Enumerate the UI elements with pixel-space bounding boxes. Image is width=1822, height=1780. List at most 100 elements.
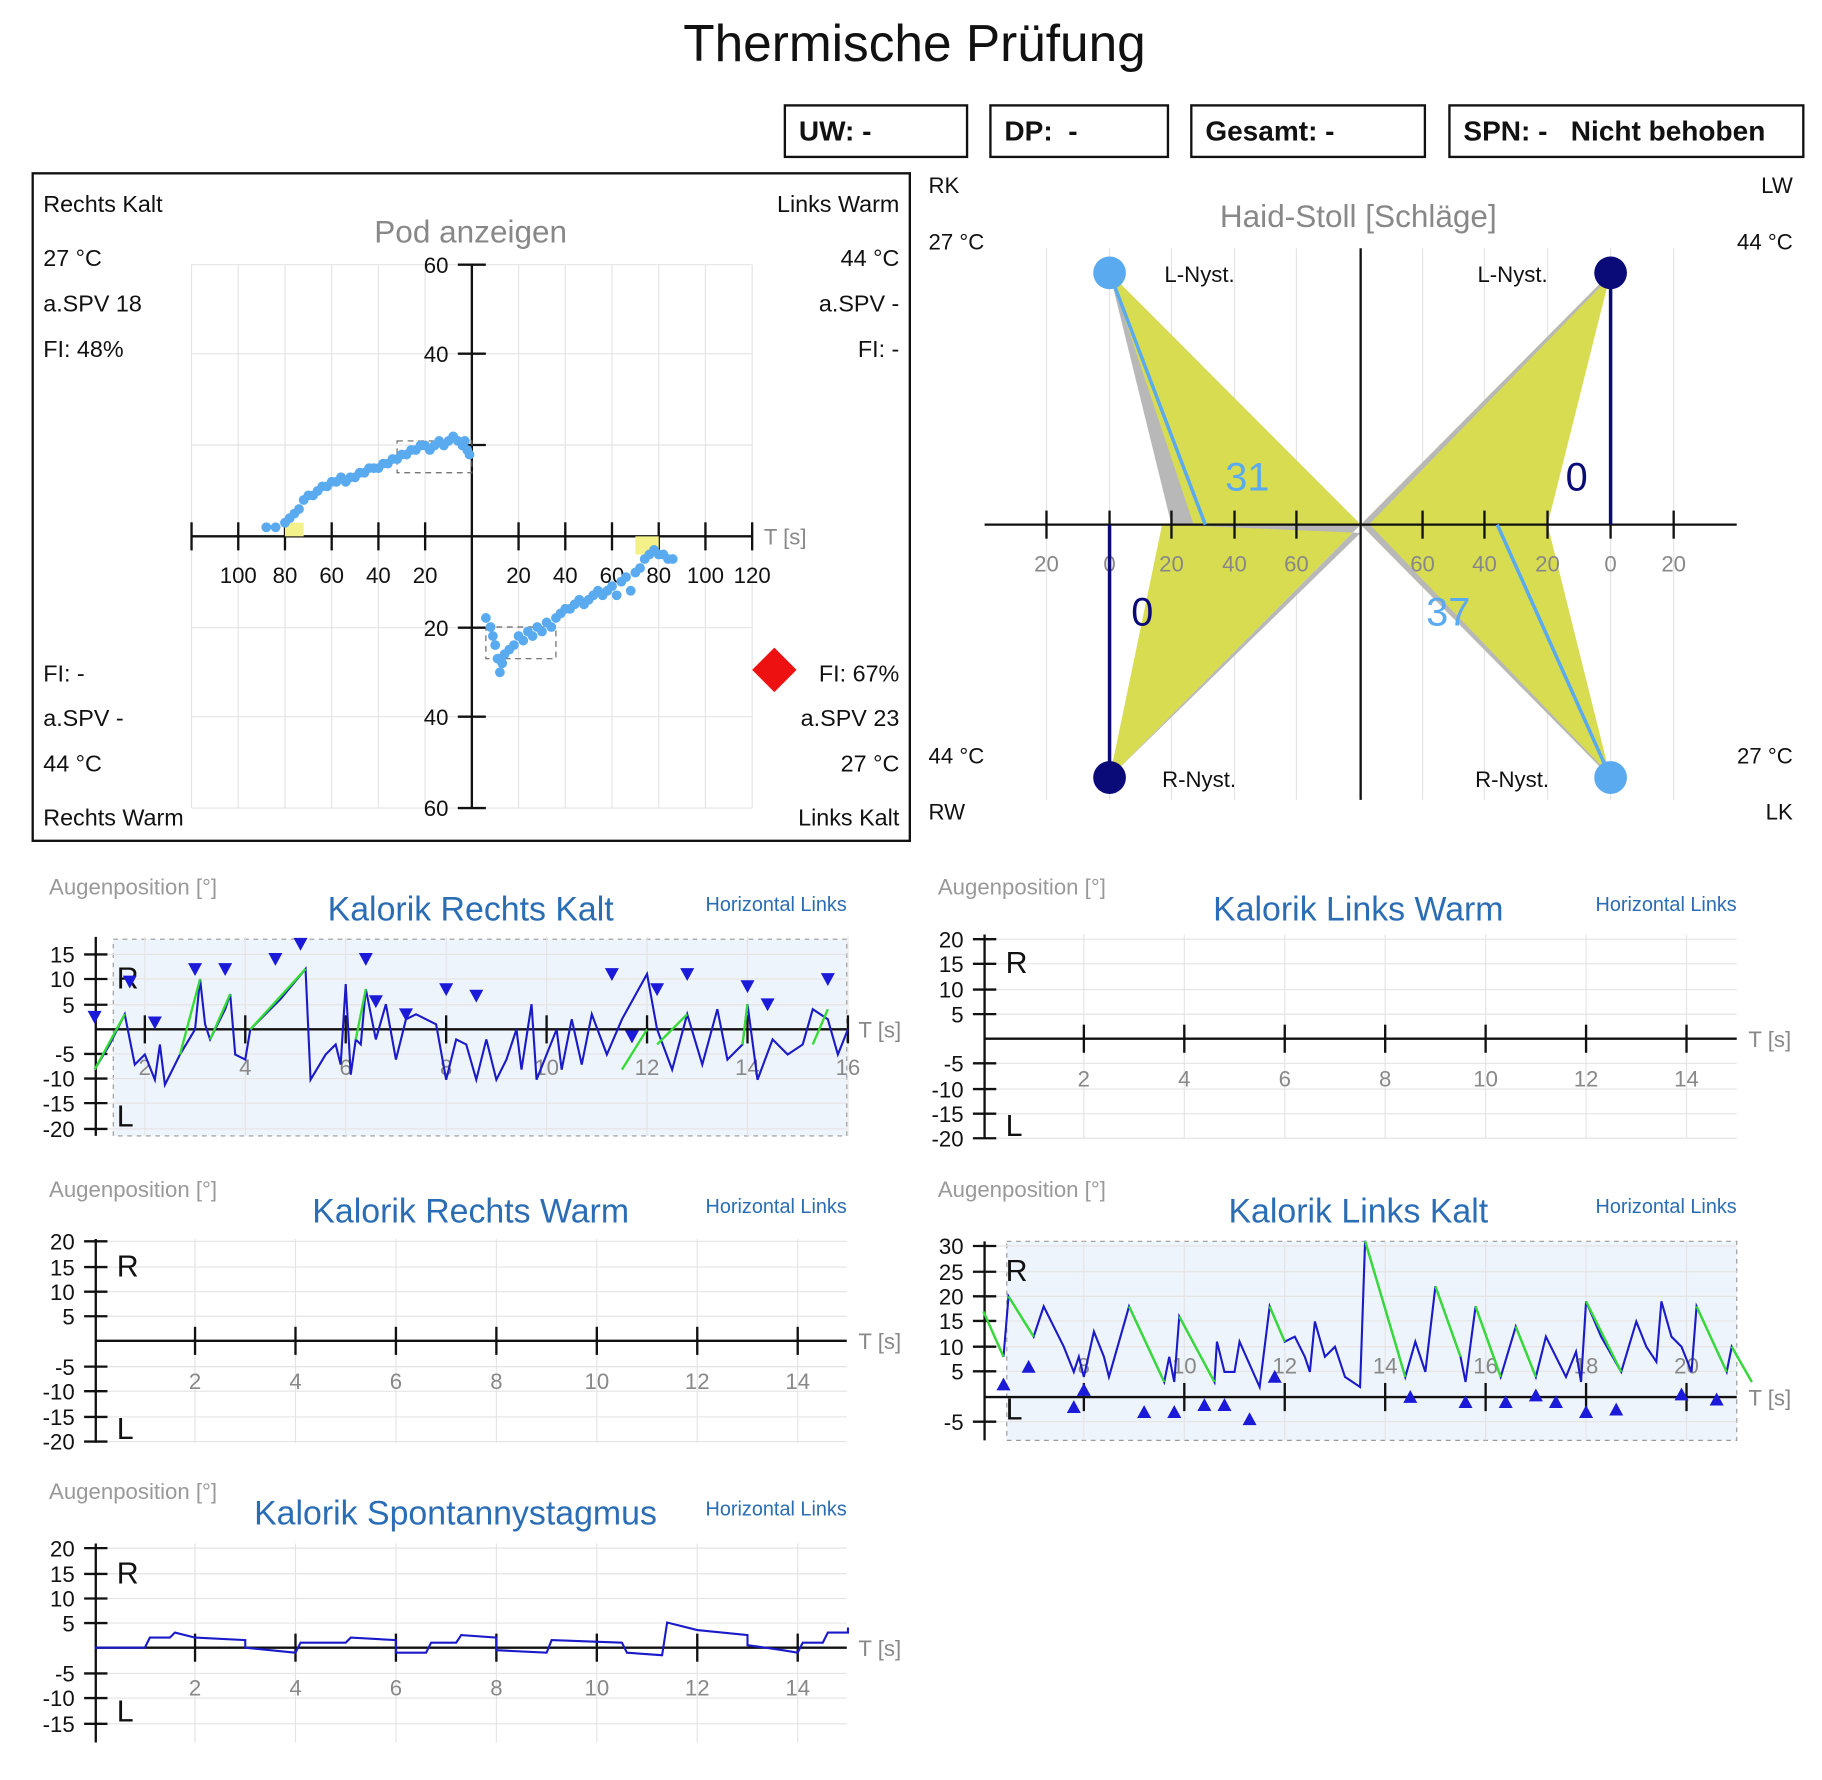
slow-phase-segment (1363, 1240, 1407, 1378)
node-marker[interactable] (1594, 256, 1627, 290)
y-tick-label: 10 (50, 1587, 75, 1612)
beat-marker (760, 998, 775, 1012)
chart-title: Kalorik Links Warm (1213, 890, 1503, 928)
corner-label: Links Kalt (798, 805, 900, 831)
gesamt-label: Gesamt: - (1205, 115, 1334, 146)
y-tick-label: 10 (50, 1280, 75, 1305)
x-tick-label: 2 (189, 1676, 201, 1701)
beat-marker (604, 968, 619, 981)
x-tick-label: 8 (490, 1676, 502, 1701)
beat-marker (188, 963, 203, 976)
x-tick-label: 20 (1661, 551, 1686, 576)
pod-chart[interactable]: Pod anzeigen 100 80 60 40 20 20 40 60 80 100 120 60… (31, 172, 911, 842)
x-tick-label: 120 (734, 563, 771, 588)
x-tick-label: 6 (390, 1676, 402, 1701)
y-tick-label: 40 (424, 705, 449, 730)
slow-phase-segment (1730, 1346, 1753, 1383)
yellow-area (1109, 272, 1361, 525)
y-axis-label: Augenposition [°] (938, 875, 1106, 900)
x-tick-label: 14 (785, 1676, 810, 1701)
slow-phase-segment (620, 1028, 649, 1071)
node-label: L-Nyst. (1477, 262, 1547, 287)
value-line (1107, 272, 1207, 526)
x-tick-label: 60 (319, 563, 344, 588)
y-tick-label: -10 (931, 1077, 963, 1102)
y-tick-label: 5 (951, 1002, 963, 1027)
x-tick-label: 14 (1373, 1354, 1398, 1379)
beat-marker (1498, 1395, 1513, 1408)
dp-label: DP: - (1004, 115, 1077, 146)
corner-label: RK (929, 173, 960, 198)
node-value: 0 (1566, 456, 1588, 500)
node-marker[interactable] (1594, 761, 1627, 794)
y-axis-label: Augenposition [°] (938, 1177, 1106, 1202)
corner-label: 44 °C (43, 751, 102, 777)
corner-label: Rechts Warm (43, 805, 184, 831)
x-axis-label: T [s] (858, 1636, 901, 1661)
scatter-point (485, 622, 496, 632)
x-tick-label: 12 (685, 1676, 710, 1701)
y-tick-label: 15 (50, 1255, 75, 1280)
slow-phase-segment (178, 978, 202, 1055)
x-tick-label: 8 (1379, 1067, 1391, 1092)
fi-marker-diamond (752, 647, 797, 693)
scatter-point (494, 667, 505, 678)
direction-right-label: R (117, 1556, 139, 1590)
x-tick-label: 4 (239, 1055, 251, 1080)
haid-stoll-chart[interactable]: Haid-Stoll [Schläge] 200204060604020020L… (929, 173, 1793, 825)
beat-marker (268, 953, 283, 966)
slow-phase-segment (1585, 1300, 1623, 1373)
y-tick-label: 10 (939, 1335, 964, 1360)
node-marker[interactable] (1093, 761, 1126, 794)
scatter-point (611, 590, 622, 601)
beat-marker (1021, 1359, 1036, 1373)
direction-left-label: L (117, 1694, 134, 1728)
x-tick-label: 8 (490, 1369, 502, 1394)
y-tick-label: -10 (43, 1379, 75, 1404)
node-marker[interactable] (1093, 256, 1126, 290)
beat-marker (87, 1010, 102, 1024)
beat-marker (1066, 1400, 1081, 1413)
channel-label: Horizontal Links (706, 1498, 847, 1520)
analysis-window (485, 626, 557, 660)
channel-label: Horizontal Links (706, 894, 847, 916)
slow-phase-segment (93, 1013, 126, 1071)
slow-phase-segment (249, 968, 307, 1031)
y-tick-label: 30 (939, 1234, 964, 1259)
direction-left-label: L (1006, 1392, 1023, 1426)
x-tick-label: 2 (1078, 1067, 1090, 1092)
scatter-point (459, 436, 470, 446)
x-tick-label: 40 (1472, 551, 1497, 576)
beat-marker (1197, 1398, 1212, 1411)
corner-label: a.SPV - (43, 705, 123, 731)
y-tick-label: 15 (939, 1309, 964, 1334)
node-value: 31 (1225, 456, 1269, 500)
x-tick-label: 80 (646, 563, 671, 588)
beat-marker (439, 983, 454, 997)
beat-marker (368, 995, 383, 1009)
beat-marker (820, 973, 835, 987)
scatter-point (487, 631, 498, 641)
corner-label: LW (1761, 173, 1793, 198)
x-tick-label: 4 (289, 1676, 301, 1701)
gesamt-box (1190, 104, 1427, 159)
beat-marker (122, 975, 137, 989)
scatter-point (464, 449, 475, 460)
x-axis-label: T [s] (764, 525, 807, 550)
y-tick-label: -15 (43, 1405, 75, 1430)
corner-label: RW (929, 800, 966, 825)
spn-box (1448, 104, 1805, 159)
y-tick-label: -5 (55, 1042, 75, 1067)
corner-label: Rechts Kalt (43, 191, 163, 217)
beat-marker (624, 1030, 639, 1044)
y-tick-label: -20 (43, 1117, 75, 1142)
y-tick-label: 10 (50, 967, 75, 992)
x-tick-label: 10 (1473, 1067, 1498, 1092)
slow-phase-segment (1178, 1315, 1216, 1383)
